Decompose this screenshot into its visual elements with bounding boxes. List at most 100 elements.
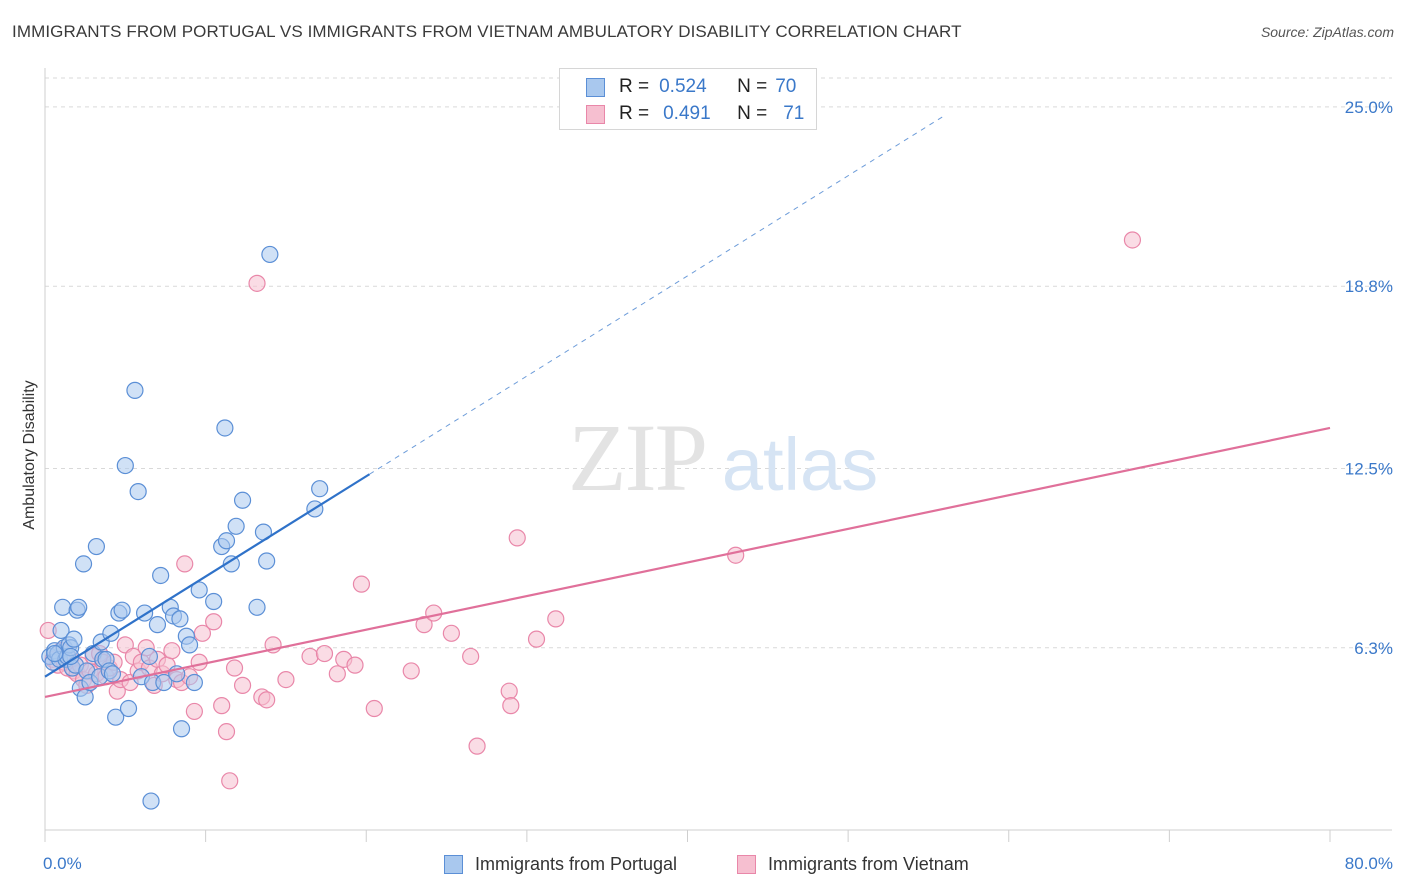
vietnam-point — [190, 653, 208, 671]
portugal-point — [171, 610, 189, 628]
vietnam-point — [365, 699, 383, 718]
vietnam-point — [248, 274, 266, 292]
legend-r-label: R = — [619, 103, 650, 124]
portugal-point — [227, 517, 245, 535]
portugal-point — [217, 532, 236, 550]
tick-labels: 6.3% 12.5% 18.8% 25.0% 0.0% 80.0% — [43, 98, 1393, 873]
vietnam-point — [1123, 231, 1142, 249]
vietnam-point — [547, 610, 565, 628]
legend-swatch-portugal — [586, 77, 605, 97]
legend-r-value: 0.524 — [659, 76, 707, 97]
watermark-atlas: atlas — [722, 423, 878, 506]
watermark-zip: ZIP — [568, 404, 706, 511]
legend-row-portugal: R = 0.524 N = 70 — [586, 75, 796, 99]
source-label: Source: ZipAtlas.com — [1260, 24, 1394, 40]
vietnam-point — [258, 691, 276, 709]
vietnam-point — [462, 647, 480, 666]
vietnam-point — [205, 613, 223, 631]
legend-swatch-vietnam — [586, 104, 605, 124]
legend-r-value: 0.491 — [663, 103, 711, 124]
bottom-legend-swatch-vietnam — [737, 854, 756, 874]
legend-row-vietnam: R = 0.491 N = 71 — [586, 102, 804, 126]
chart-title: IMMIGRANTS FROM PORTUGAL VS IMMIGRANTS F… — [12, 22, 962, 41]
portugal-point — [148, 616, 167, 634]
portugal-point — [222, 555, 240, 573]
portugal-point — [172, 720, 191, 738]
vietnam-point — [221, 772, 239, 790]
portugal-point — [70, 598, 88, 616]
vietnam-point — [225, 659, 244, 677]
x-tick-label-min: 0.0% — [43, 854, 82, 873]
bottom-legend-swatch-portugal — [444, 854, 463, 874]
y-tick-label: 18.8% — [1345, 277, 1393, 296]
portugal-point — [116, 456, 134, 475]
portugal-point — [65, 630, 83, 648]
portugal-point — [155, 673, 173, 692]
bottom-legend-vietnam: Immigrants from Vietnam — [737, 851, 969, 877]
vietnam-point — [425, 604, 443, 622]
portugal-point — [46, 644, 64, 663]
legend-n-label: N = — [737, 103, 768, 124]
legend-n-value: 71 — [783, 103, 805, 124]
vietnam-point — [176, 555, 194, 573]
portugal-point — [54, 598, 72, 616]
portugal-point — [248, 598, 266, 616]
vietnam-point — [500, 682, 518, 700]
vietnam-point — [502, 697, 520, 715]
vietnam-point — [233, 676, 252, 694]
legend-n-label: N = — [737, 76, 768, 97]
portugal-point — [216, 419, 234, 437]
portugal-point — [140, 647, 159, 666]
portugal-point — [142, 792, 160, 810]
portugal-point — [74, 555, 93, 573]
x-tick-label-max: 80.0% — [1345, 854, 1393, 873]
portugal-point — [52, 621, 70, 640]
legend-n-value: 70 — [775, 76, 797, 97]
legend-r-label: R = — [619, 76, 650, 97]
watermark: ZIP atlas — [568, 404, 878, 511]
vietnam-point — [185, 702, 203, 721]
vietnam-point — [352, 575, 371, 593]
bottom-legend-label-portugal: Immigrants from Portugal — [475, 853, 678, 874]
vietnam-point — [442, 624, 460, 642]
portugal-point — [190, 581, 208, 599]
bottom-legend-label-vietnam: Immigrants from Vietnam — [768, 853, 969, 874]
vietnam-point — [217, 723, 236, 741]
portugal-point — [205, 592, 223, 611]
y-tick-label: 12.5% — [1345, 459, 1393, 478]
portugal-point — [107, 708, 125, 726]
portugal-point — [76, 688, 94, 706]
portugal-trend-line — [44, 473, 371, 678]
y-tick-label: 6.3% — [1354, 639, 1393, 658]
vietnam-point — [277, 670, 295, 689]
vietnam-point — [315, 644, 334, 663]
vietnam-point — [468, 737, 486, 755]
vietnam-point — [328, 665, 346, 683]
trend-lines — [44, 115, 1331, 699]
portugal-point — [261, 245, 279, 264]
vietnam-point — [163, 642, 181, 660]
bottom-legend-portugal: Immigrants from Portugal — [444, 851, 677, 877]
vietnam-point — [301, 647, 319, 666]
portugal-trend-extension — [369, 115, 945, 475]
portugal-point — [126, 381, 144, 399]
portugal-point — [113, 601, 131, 619]
vietnam-point — [527, 630, 546, 648]
vietnam-point — [508, 529, 526, 547]
portugal-point — [152, 566, 170, 585]
portugal-point — [129, 483, 147, 501]
portugal-point — [311, 480, 329, 498]
portugal-point — [180, 636, 199, 654]
vietnam-point — [346, 656, 364, 674]
grid-layer — [45, 77, 1392, 649]
vietnam-point — [727, 546, 745, 564]
y-tick-label: 25.0% — [1345, 98, 1393, 117]
vietnam-point — [213, 697, 231, 715]
portugal-point — [185, 673, 203, 692]
portugal-point — [258, 552, 276, 570]
y-axis-label: Ambulatory Disability — [21, 380, 38, 530]
legend: R = 0.524 N = 70 R = 0.491 N = 71 — [559, 68, 817, 130]
portugal-point — [103, 665, 122, 683]
vietnam-trend-line — [44, 426, 1331, 699]
